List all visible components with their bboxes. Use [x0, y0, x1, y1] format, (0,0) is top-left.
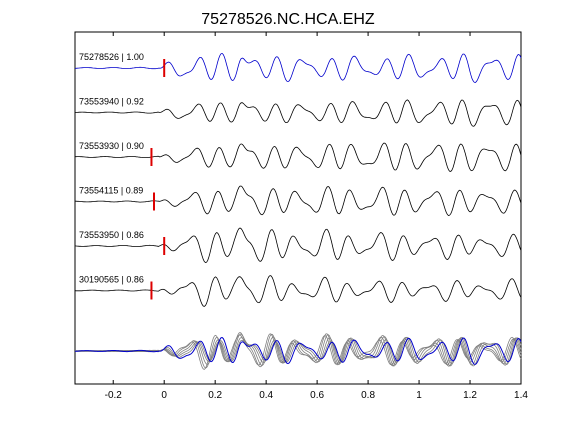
- trace-label-4: 73554115 | 0.89: [79, 186, 143, 196]
- traces-group: 75278526 | 1.00 73553940 | 0.92 73553930 |…: [74, 52, 522, 307]
- trace-line-4: [75, 185, 522, 216]
- trace-line-2: [74, 99, 522, 127]
- overlay-line-5: [74, 333, 522, 370]
- x-tick-label: 0.4: [259, 390, 273, 401]
- overlay-group: [74, 332, 522, 370]
- trace-line-1: [74, 52, 522, 83]
- x-tick-label: -0.2: [105, 390, 123, 401]
- x-tick-label: 1: [416, 390, 422, 401]
- trace-label-6: 30190565 | 0.86: [79, 275, 144, 285]
- x-axis: -0.2 0 0.2 0.4 0.6 0.8 1 1.2 1.4: [105, 32, 528, 401]
- x-tick-label: 1.2: [463, 390, 477, 401]
- x-tick-label: 0.2: [208, 390, 222, 401]
- trace-label-2: 73553940 | 0.92: [79, 97, 144, 107]
- plot-frame: [74, 31, 522, 385]
- chart-title: 75278526.NC.HCA.EHZ: [201, 11, 375, 28]
- trace-line-3: [75, 142, 522, 172]
- x-tick-label: 1.4: [514, 390, 528, 401]
- trace-label-3: 73553930 | 0.90: [79, 141, 144, 151]
- x-tick-label: 0.6: [310, 390, 324, 401]
- x-tick-label: 0: [161, 390, 167, 401]
- trace-label-5: 73553950 | 0.86: [79, 230, 144, 240]
- trace-label-1: 75278526 | 1.00: [79, 52, 144, 62]
- x-tick-label: 0.8: [361, 390, 375, 401]
- overlay-reference-line: [75, 336, 522, 365]
- trace-line-5: [74, 227, 522, 263]
- trace-line-6: [74, 275, 522, 307]
